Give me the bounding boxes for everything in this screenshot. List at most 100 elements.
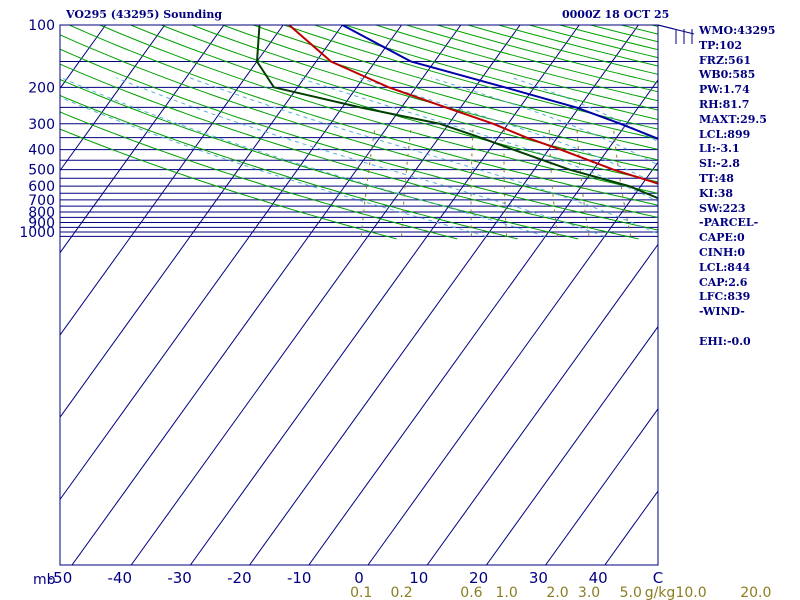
stat-line	[699, 320, 775, 335]
dry-adiabat-line	[60, 34, 658, 218]
mixing-ratio-unit-label: g/kg	[645, 585, 676, 600]
isotherm-line	[308, 79, 658, 565]
temperature-tick-label: -40	[108, 569, 133, 587]
isotherm-line	[426, 243, 658, 565]
mixing-ratio-tick-label: 10.0	[675, 585, 706, 600]
mixing-ratio-line	[576, 129, 590, 237]
temperature-tick-label: 40	[589, 569, 608, 587]
isotherm-line	[60, 25, 284, 336]
mixing-ratio-line	[470, 129, 474, 237]
stat-line: KI:38	[699, 186, 734, 200]
stat-line: LFC:839	[699, 290, 751, 304]
mixing-ratio-tick-label: 20.0	[740, 585, 771, 600]
isotherm-line	[60, 25, 166, 172]
stat-line: LCL:844	[699, 260, 751, 274]
temperature-tick-label: -10	[287, 569, 312, 587]
isotherm-line	[60, 25, 403, 501]
stat-line: SI:-2.8	[699, 157, 740, 171]
dewpoint-profile-line	[255, 25, 658, 200]
pressure-tick-label: 200	[28, 80, 55, 96]
stat-line: WB0:585	[699, 68, 756, 82]
temperature-tick-label: 30	[529, 569, 548, 587]
stat-line: -PARCEL-	[699, 216, 759, 230]
isotherm-line	[249, 25, 639, 565]
parcel-path-line	[341, 25, 658, 141]
temperature-tick-label: -20	[227, 569, 252, 587]
dry-adiabat-line	[60, 94, 518, 240]
dry-adiabat-line	[60, 128, 397, 240]
pressure-tick-label: 300	[28, 117, 55, 133]
stat-line: WMO:43295	[699, 24, 776, 37]
stat-line: LI:-3.1	[699, 142, 740, 156]
moist-adiabat-line	[189, 77, 658, 235]
stat-line: EHI:-0.0	[699, 334, 751, 348]
moist-adiabat-line	[61, 77, 546, 237]
wind-barb	[657, 24, 695, 44]
dry-adiabat-line	[313, 25, 658, 120]
temperature-tick-label: -30	[167, 569, 192, 587]
dry-adiabat-line	[159, 25, 658, 172]
pressure-axis-label: mb	[33, 572, 56, 588]
moist-adiabat-line	[116, 77, 605, 237]
dry-adiabat-line	[68, 25, 658, 206]
dry-adiabat-line	[343, 25, 658, 111]
mixing-ratio-tick-label: 5.0	[620, 585, 642, 600]
stat-line: CAPE:0	[699, 231, 745, 245]
dry-adiabat-line	[60, 78, 579, 240]
mixing-ratio-tick-label: 2.0	[546, 585, 568, 600]
mixing-ratio-tick-label: 0.2	[390, 585, 412, 600]
dry-adiabat-line	[60, 48, 658, 231]
moist-adiabat-line	[358, 77, 658, 186]
dry-adiabat-line	[251, 25, 658, 140]
stat-line: MAXT:29.5	[699, 112, 767, 126]
stat-line: CAP:2.6	[699, 275, 748, 289]
mixing-ratio-tick-label: 3.0	[578, 585, 600, 600]
pressure-tick-label: 600	[28, 179, 55, 195]
dry-adiabat-line	[129, 25, 658, 183]
pressure-tick-label: 400	[28, 143, 55, 159]
isotherm-line	[60, 25, 107, 90]
plot-frame	[59, 24, 659, 566]
pressure-tick-label: 100	[28, 18, 55, 34]
stat-line: LCL:899	[699, 127, 751, 141]
pressure-tick-label: 900	[28, 216, 55, 232]
dry-adiabat-line	[98, 25, 658, 194]
stat-line: RH:81.7	[699, 97, 750, 111]
stat-line: -WIND-	[699, 305, 745, 319]
mixing-ratio-tick-label: 1.0	[496, 585, 518, 600]
pressure-tick-label: 700	[28, 193, 55, 209]
stat-line: SW:223	[699, 201, 746, 215]
dry-adiabat-line	[60, 111, 458, 240]
temperature-tick-label: C	[653, 569, 663, 587]
temperature-tick-label: 0	[354, 569, 364, 587]
stats-panel: WMO:43295 TP:102 FRZ:561 WB0:585 PW:1.74 RH:8…	[699, 24, 775, 350]
wind-barb-tail	[657, 24, 675, 30]
stat-line: CINH:0	[699, 245, 746, 259]
isotherm-line	[130, 25, 521, 565]
stat-line: FRZ:561	[699, 53, 752, 67]
isotherm-line	[545, 408, 658, 565]
pressure-tick-label: 800	[28, 205, 55, 221]
temperature-tick-label: -50	[48, 569, 73, 587]
isotherm-line	[60, 25, 225, 254]
chart-curves	[255, 25, 658, 200]
stat-line: TT:48	[699, 171, 734, 185]
isotherm-line	[0, 25, 46, 565]
mixing-ratio-line	[666, 130, 691, 237]
isotherm-line	[60, 25, 343, 419]
mixing-ratio-tick-label: 0.6	[460, 585, 482, 600]
temperature-tick-label: 10	[409, 569, 428, 587]
isotherm-line	[367, 161, 658, 565]
chart-grid	[0, 25, 691, 565]
moist-adiabat-line	[60, 96, 487, 237]
temperature-profile-line	[288, 25, 658, 185]
mixing-ratio-tick-label: 0.1	[350, 585, 372, 600]
pressure-tick-label: 1000	[19, 225, 55, 241]
moist-adiabat-line	[298, 77, 658, 202]
temperature-tick-label: 20	[469, 569, 488, 587]
stat-line: TP:102	[699, 38, 743, 52]
dry-adiabat-line	[60, 63, 639, 240]
